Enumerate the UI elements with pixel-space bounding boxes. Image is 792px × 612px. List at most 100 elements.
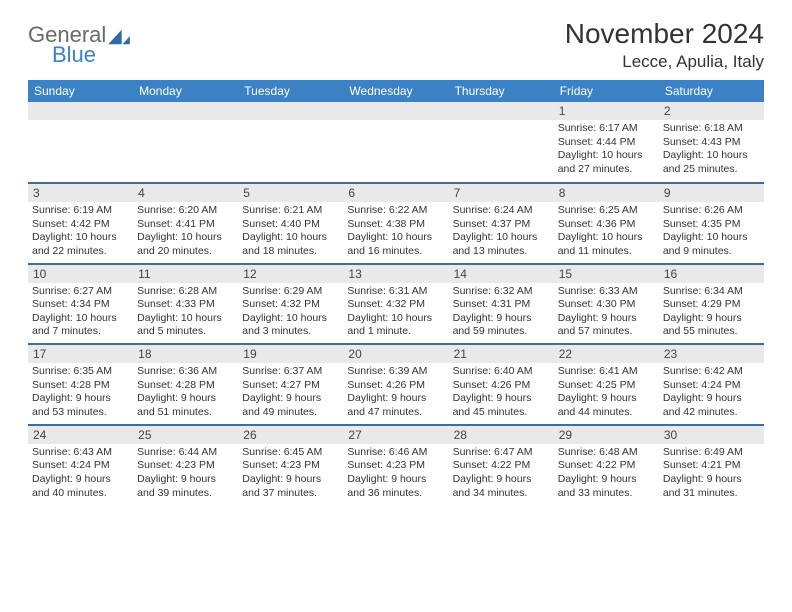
day-cell: Sunrise: 6:28 AMSunset: 4:33 PMDaylight:…	[133, 283, 238, 344]
sunset-text: Sunset: 4:41 PM	[137, 218, 234, 232]
daylight-text: Daylight: 10 hours and 11 minutes.	[558, 231, 655, 258]
day-number	[28, 102, 133, 120]
day-number-row: 3456789	[28, 182, 764, 202]
sunrise-text: Sunrise: 6:47 AM	[453, 446, 550, 460]
daylight-text: Daylight: 10 hours and 1 minute.	[347, 312, 444, 339]
day-cell: Sunrise: 6:48 AMSunset: 4:22 PMDaylight:…	[554, 444, 659, 505]
day-number: 5	[238, 184, 343, 202]
daylight-text: Daylight: 10 hours and 16 minutes.	[347, 231, 444, 258]
sunrise-text: Sunrise: 6:32 AM	[453, 285, 550, 299]
day-number: 4	[133, 184, 238, 202]
sunset-text: Sunset: 4:44 PM	[558, 136, 655, 150]
sunset-text: Sunset: 4:24 PM	[663, 379, 760, 393]
day-cell: Sunrise: 6:20 AMSunset: 4:41 PMDaylight:…	[133, 202, 238, 263]
sunrise-text: Sunrise: 6:24 AM	[453, 204, 550, 218]
sunset-text: Sunset: 4:27 PM	[242, 379, 339, 393]
daylight-text: Daylight: 10 hours and 25 minutes.	[663, 149, 760, 176]
day-cell: Sunrise: 6:26 AMSunset: 4:35 PMDaylight:…	[659, 202, 764, 263]
day-number: 9	[659, 184, 764, 202]
day-number: 30	[659, 426, 764, 444]
sunrise-text: Sunrise: 6:39 AM	[347, 365, 444, 379]
sunrise-text: Sunrise: 6:44 AM	[137, 446, 234, 460]
calendar-page: General Blue November 2024 Lecce, Apulia…	[0, 0, 792, 504]
weekday-fri: Friday	[554, 80, 659, 102]
sunrise-text: Sunrise: 6:25 AM	[558, 204, 655, 218]
weekday-tue: Tuesday	[238, 80, 343, 102]
day-cell: Sunrise: 6:34 AMSunset: 4:29 PMDaylight:…	[659, 283, 764, 344]
weekday-thu: Thursday	[449, 80, 554, 102]
weeks-container: 12Sunrise: 6:17 AMSunset: 4:44 PMDayligh…	[28, 102, 764, 504]
day-number: 15	[554, 265, 659, 283]
sunrise-text: Sunrise: 6:48 AM	[558, 446, 655, 460]
day-cell	[133, 120, 238, 182]
day-cell	[343, 120, 448, 182]
sunset-text: Sunset: 4:33 PM	[137, 298, 234, 312]
day-number	[238, 102, 343, 120]
day-number	[343, 102, 448, 120]
logo: General Blue	[28, 24, 130, 68]
sunset-text: Sunset: 4:22 PM	[453, 459, 550, 473]
day-cell: Sunrise: 6:31 AMSunset: 4:32 PMDaylight:…	[343, 283, 448, 344]
sunrise-text: Sunrise: 6:19 AM	[32, 204, 129, 218]
daylight-text: Daylight: 10 hours and 18 minutes.	[242, 231, 339, 258]
day-cell: Sunrise: 6:25 AMSunset: 4:36 PMDaylight:…	[554, 202, 659, 263]
weekday-header: Sunday Monday Tuesday Wednesday Thursday…	[28, 80, 764, 102]
daylight-text: Daylight: 9 hours and 51 minutes.	[137, 392, 234, 419]
day-number-row: 12	[28, 102, 764, 120]
weekday-sat: Saturday	[659, 80, 764, 102]
daylight-text: Daylight: 9 hours and 42 minutes.	[663, 392, 760, 419]
day-number: 25	[133, 426, 238, 444]
day-body-row: Sunrise: 6:19 AMSunset: 4:42 PMDaylight:…	[28, 202, 764, 263]
sunrise-text: Sunrise: 6:18 AM	[663, 122, 760, 136]
daylight-text: Daylight: 9 hours and 33 minutes.	[558, 473, 655, 500]
day-number: 18	[133, 345, 238, 363]
sunrise-text: Sunrise: 6:26 AM	[663, 204, 760, 218]
daylight-text: Daylight: 9 hours and 34 minutes.	[453, 473, 550, 500]
day-cell: Sunrise: 6:39 AMSunset: 4:26 PMDaylight:…	[343, 363, 448, 424]
daylight-text: Daylight: 10 hours and 27 minutes.	[558, 149, 655, 176]
sunrise-text: Sunrise: 6:20 AM	[137, 204, 234, 218]
daylight-text: Daylight: 9 hours and 59 minutes.	[453, 312, 550, 339]
day-number: 19	[238, 345, 343, 363]
sunset-text: Sunset: 4:28 PM	[137, 379, 234, 393]
day-number-row: 17181920212223	[28, 343, 764, 363]
sunset-text: Sunset: 4:35 PM	[663, 218, 760, 232]
daylight-text: Daylight: 9 hours and 31 minutes.	[663, 473, 760, 500]
daylight-text: Daylight: 9 hours and 44 minutes.	[558, 392, 655, 419]
daylight-text: Daylight: 10 hours and 7 minutes.	[32, 312, 129, 339]
day-number: 10	[28, 265, 133, 283]
day-cell	[449, 120, 554, 182]
logo-block: General Blue	[28, 24, 130, 68]
day-number: 27	[343, 426, 448, 444]
day-number: 20	[343, 345, 448, 363]
day-cell: Sunrise: 6:19 AMSunset: 4:42 PMDaylight:…	[28, 202, 133, 263]
sunset-text: Sunset: 4:23 PM	[242, 459, 339, 473]
sunset-text: Sunset: 4:21 PM	[663, 459, 760, 473]
sunset-text: Sunset: 4:26 PM	[453, 379, 550, 393]
daylight-text: Daylight: 9 hours and 49 minutes.	[242, 392, 339, 419]
day-cell: Sunrise: 6:17 AMSunset: 4:44 PMDaylight:…	[554, 120, 659, 182]
daylight-text: Daylight: 10 hours and 9 minutes.	[663, 231, 760, 258]
daylight-text: Daylight: 10 hours and 22 minutes.	[32, 231, 129, 258]
day-cell: Sunrise: 6:21 AMSunset: 4:40 PMDaylight:…	[238, 202, 343, 263]
day-number	[449, 102, 554, 120]
sunset-text: Sunset: 4:32 PM	[347, 298, 444, 312]
day-cell: Sunrise: 6:27 AMSunset: 4:34 PMDaylight:…	[28, 283, 133, 344]
day-number: 3	[28, 184, 133, 202]
day-cell: Sunrise: 6:32 AMSunset: 4:31 PMDaylight:…	[449, 283, 554, 344]
day-cell: Sunrise: 6:18 AMSunset: 4:43 PMDaylight:…	[659, 120, 764, 182]
day-cell: Sunrise: 6:45 AMSunset: 4:23 PMDaylight:…	[238, 444, 343, 505]
daylight-text: Daylight: 10 hours and 5 minutes.	[137, 312, 234, 339]
day-cell: Sunrise: 6:44 AMSunset: 4:23 PMDaylight:…	[133, 444, 238, 505]
day-cell: Sunrise: 6:40 AMSunset: 4:26 PMDaylight:…	[449, 363, 554, 424]
daylight-text: Daylight: 9 hours and 55 minutes.	[663, 312, 760, 339]
sunset-text: Sunset: 4:42 PM	[32, 218, 129, 232]
sunset-text: Sunset: 4:24 PM	[32, 459, 129, 473]
day-cell: Sunrise: 6:46 AMSunset: 4:23 PMDaylight:…	[343, 444, 448, 505]
day-number-row: 10111213141516	[28, 263, 764, 283]
day-cell: Sunrise: 6:29 AMSunset: 4:32 PMDaylight:…	[238, 283, 343, 344]
day-number: 22	[554, 345, 659, 363]
location: Lecce, Apulia, Italy	[565, 52, 764, 72]
day-body-row: Sunrise: 6:35 AMSunset: 4:28 PMDaylight:…	[28, 363, 764, 424]
sunrise-text: Sunrise: 6:17 AM	[558, 122, 655, 136]
